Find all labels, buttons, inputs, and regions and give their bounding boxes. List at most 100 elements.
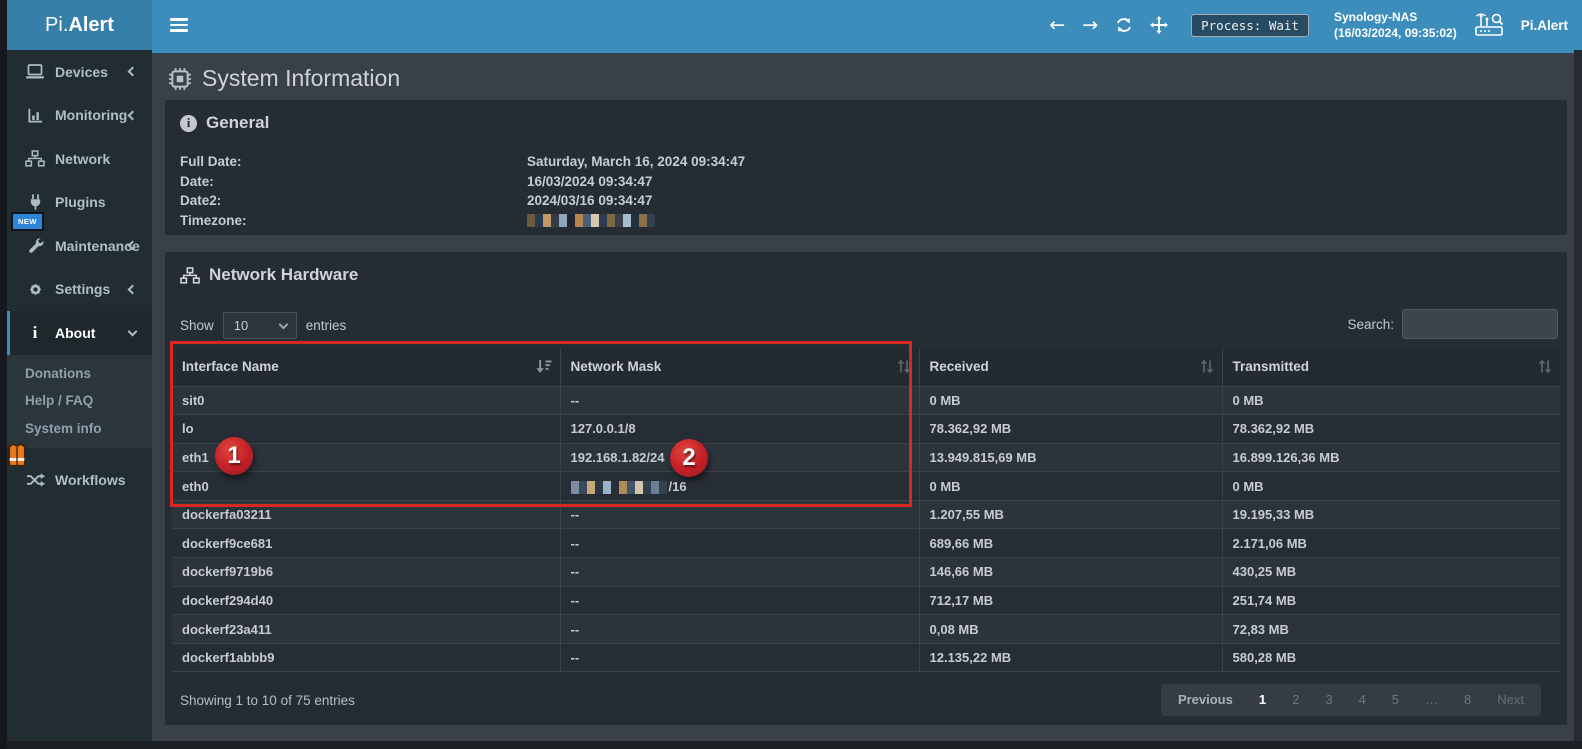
safety-vest-icon: [4, 442, 30, 468]
sidebar-item-plugins[interactable]: Plugins: [7, 181, 152, 225]
table-cell: 0,08 MB: [919, 614, 1223, 644]
arrow-left-icon[interactable]: ←: [1049, 13, 1066, 36]
gear-icon: [23, 281, 47, 298]
column-header-interface-name[interactable]: Interface Name: [172, 348, 561, 387]
chevron-left-icon: [127, 110, 138, 121]
sidebar-item-workflows[interactable]: Workflows: [7, 442, 152, 502]
sidebar-item-monitoring[interactable]: Monitoring: [7, 94, 152, 138]
table-cell: 712,17 MB: [919, 585, 1223, 615]
pagination-ellipsis: …: [1425, 692, 1439, 707]
table-cell: 78.362,92 MB: [1222, 414, 1560, 444]
chevron-left-icon: [127, 284, 138, 295]
scrollbar-track[interactable]: [1574, 50, 1582, 749]
table-row-dockerf294d40: dockerf294d40 -- 712,17 MB 251,74 MB: [172, 585, 1560, 615]
table-cell: 127.0.0.1/8: [560, 414, 920, 444]
table-info-text: Showing 1 to 10 of 75 entries: [180, 693, 355, 708]
column-header-transmitted[interactable]: Transmitted: [1222, 348, 1560, 387]
arrow-right-icon[interactable]: →: [1082, 13, 1099, 36]
table-cell: --: [560, 385, 920, 415]
pagination-page-2[interactable]: 2: [1292, 692, 1300, 707]
search-label: Search:: [1347, 316, 1394, 332]
sort-desc-icon: [535, 360, 551, 373]
table-cell: --: [560, 642, 920, 673]
sidebar: Devices Monitoring Network Plugins NEW: [7, 50, 152, 749]
table-cell: 12.135,22 MB: [919, 642, 1223, 673]
pagination-next-button[interactable]: Next: [1497, 692, 1524, 707]
page-size-select[interactable]: 10: [222, 312, 297, 339]
table-cell: 0 MB: [1222, 471, 1560, 501]
table-cell: dockerf1abbb9: [172, 642, 561, 673]
pagination: Previous 1 2 3 4 5 … 8 Next: [1160, 684, 1541, 716]
entries-label: entries: [305, 318, 347, 333]
table-cell: dockerf294d40: [172, 585, 561, 615]
shuffle-icon: [23, 473, 47, 487]
pagination-page-3[interactable]: 3: [1325, 692, 1333, 707]
search-input[interactable]: [1402, 309, 1558, 339]
pagination-previous-button[interactable]: Previous: [1177, 692, 1233, 707]
redacted-network-mask: [570, 480, 667, 494]
pagination-page-8[interactable]: 8: [1464, 692, 1472, 707]
sidebar-item-network[interactable]: Network: [7, 137, 152, 181]
table-cell: 1.207,55 MB: [919, 499, 1223, 529]
table-cell: eth0: [172, 471, 561, 501]
sidebar-item-help-faq[interactable]: Help / FAQ: [25, 393, 94, 409]
router-icon: [1474, 13, 1503, 36]
table-cell: dockerf9ce681: [172, 528, 561, 558]
redacted-timezone-value: [527, 214, 655, 228]
table-cell: --: [560, 528, 920, 558]
sidebar-toggle-button[interactable]: [168, 17, 190, 33]
table-cell: lo: [172, 414, 561, 444]
sitemap-icon: [23, 150, 47, 167]
table-row-eth0: eth0 /16 0 MB 0 MB: [172, 471, 1560, 501]
general-row-full-date: Full Date: Saturday, March 16, 2024 09:3…: [180, 154, 746, 170]
brand-label: Pi.Alert: [1520, 17, 1568, 33]
column-header-received[interactable]: Received: [919, 348, 1223, 387]
sidebar-item-system-info[interactable]: System info: [25, 420, 102, 436]
host-timestamp: (16/03/2024, 09:35:02): [1333, 26, 1457, 40]
table-row-dockerfa03211: dockerfa03211 -- 1.207,55 MB 19.195,33 M…: [172, 499, 1560, 529]
general-panel: i General Full Date: Saturday, March 16,…: [165, 100, 1567, 235]
pagination-page-5[interactable]: 5: [1391, 692, 1400, 707]
table-cell: 72,83 MB: [1222, 614, 1560, 644]
app-logo[interactable]: Pi. Alert: [7, 0, 152, 50]
chevron-down-icon: [127, 326, 138, 337]
table-cell: 2.171,06 MB: [1222, 528, 1560, 558]
sidebar-item-donations[interactable]: Donations: [25, 365, 91, 381]
table-cell: dockerf9719b6: [172, 557, 561, 587]
table-cell: sit0: [172, 385, 561, 415]
table-row-dockerf9ce681: dockerf9ce681 -- 689,66 MB 2.171,06 MB: [172, 528, 1560, 558]
window-edge-bottom: [0, 741, 1582, 749]
table-cell: 146,66 MB: [919, 557, 1223, 587]
table-row-dockerf23a411: dockerf23a411 -- 0,08 MB 72,83 MB: [172, 614, 1560, 644]
general-row-date: Date: 16/03/2024 09:34:47: [180, 173, 653, 189]
table-cell: --: [560, 614, 920, 644]
pagination-page-1[interactable]: 1: [1258, 692, 1267, 707]
main-content: System Information i General Full Date: …: [152, 50, 1574, 749]
table-cell: 0 MB: [1222, 385, 1560, 415]
network-hardware-header: Network Hardware: [165, 252, 1567, 285]
sidebar-item-about[interactable]: i About: [7, 311, 152, 355]
move-icon[interactable]: [1150, 16, 1169, 34]
sidebar-item-settings[interactable]: Settings: [7, 268, 152, 312]
table-cell: 0 MB: [919, 385, 1223, 415]
chip-icon: [169, 67, 191, 90]
host-name: Synology-NAS: [1333, 10, 1418, 24]
table-cell: 251,74 MB: [1222, 585, 1560, 615]
page-title: System Information: [168, 65, 400, 92]
sidebar-item-maintenance[interactable]: NEW Maintenance: [7, 212, 152, 268]
general-row-timezone: Timezone:: [180, 211, 1552, 231]
laptop-icon: [23, 63, 47, 80]
chevron-left-icon: [127, 66, 138, 77]
general-row-date2: Date2: 2024/03/16 09:34:47: [180, 193, 653, 209]
table-cell: eth1: [172, 442, 561, 472]
column-header-network-mask[interactable]: Network Mask: [560, 348, 920, 387]
table-row-sit0: sit0 -- 0 MB 0 MB: [172, 385, 1560, 415]
table-cell: 78.362,92 MB: [919, 414, 1223, 444]
sort-both-icon: [897, 359, 910, 374]
table-row-lo: lo 127.0.0.1/8 78.362,92 MB 78.362,92 MB: [172, 414, 1560, 444]
plug-icon: [23, 193, 47, 211]
sidebar-item-devices[interactable]: Devices: [7, 50, 152, 94]
table-cell: 13.949.815,69 MB: [919, 442, 1223, 472]
refresh-icon[interactable]: [1115, 17, 1133, 33]
pagination-page-4[interactable]: 4: [1358, 692, 1366, 707]
